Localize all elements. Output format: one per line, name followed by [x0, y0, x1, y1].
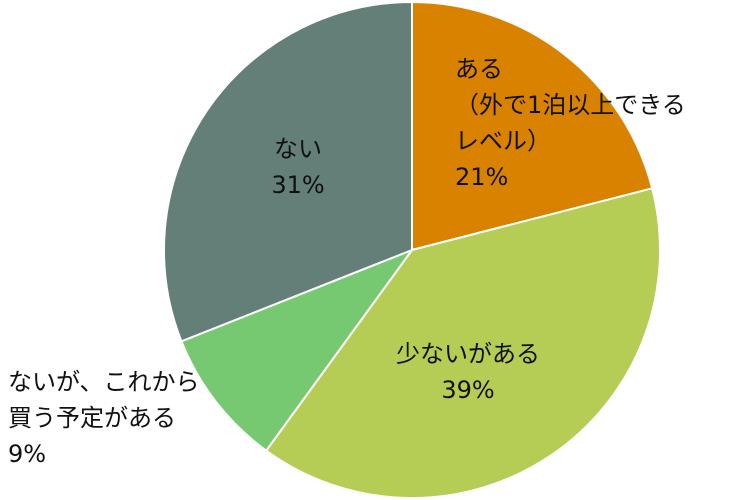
value-label: 31%	[271, 171, 324, 199]
label-line: ある	[455, 55, 503, 83]
slice-label: ない	[274, 135, 322, 163]
label-line: レベル）	[455, 127, 551, 155]
slice-label: 少ないがある	[396, 340, 540, 368]
label-line: 買う予定がある	[8, 404, 176, 432]
label-line: ないが、これから	[8, 368, 200, 396]
value-label: 9%	[8, 440, 46, 468]
pie-slice	[411, 0, 654, 252]
value-label: 21%	[455, 163, 508, 191]
pie-slice	[163, 0, 413, 343]
pie-slice	[264, 187, 661, 499]
label-line: 少ないがある	[396, 340, 540, 368]
slice-label: ないが、これから買う予定がある	[8, 368, 200, 432]
label-line: （外で1泊以上できる	[455, 91, 686, 119]
slice-label: ある （外で1泊以上できるレベル）	[455, 55, 686, 155]
label-line: ない	[274, 135, 322, 163]
value-label: 39%	[441, 376, 494, 404]
pie-slice	[180, 247, 415, 453]
